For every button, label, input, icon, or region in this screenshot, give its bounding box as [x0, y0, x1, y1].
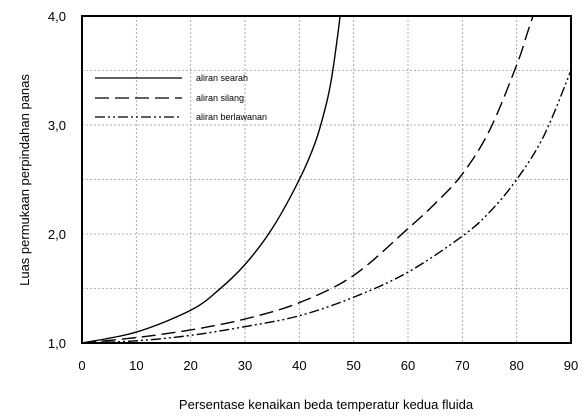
y-tick-label: 1,0: [48, 336, 66, 351]
x-tick-label: 50: [346, 358, 360, 373]
y-tick-label: 2,0: [48, 227, 66, 242]
legend-item: aliran silang: [95, 93, 244, 103]
y-tick-label: 3,0: [48, 118, 66, 133]
x-axis-label: Persentase kenaikan beda temperatur kedu…: [179, 397, 474, 412]
x-tick-labels: 0 10 20 30 40 50 60 70 80 90: [78, 358, 578, 373]
legend-label-aliran-silang: aliran silang: [196, 93, 244, 103]
x-tick-label: 10: [129, 358, 143, 373]
x-tick-label: 0: [78, 358, 85, 373]
y-tick-label: 4,0: [48, 9, 66, 24]
x-tick-label: 90: [564, 358, 578, 373]
x-tick-label: 70: [455, 358, 469, 373]
legend-label-aliran-searah: aliran searah: [196, 73, 248, 83]
series-line-3: [82, 70, 571, 343]
x-tick-label: 60: [401, 358, 415, 373]
legend-label-aliran-berlawanan: aliran berlawanan: [196, 112, 267, 122]
series-layer: [82, 16, 571, 343]
legend: aliran searah aliran silang aliran berla…: [95, 73, 267, 122]
x-tick-label: 20: [183, 358, 197, 373]
x-tick-label: 40: [292, 358, 306, 373]
series-line-1: [82, 16, 341, 343]
legend-item: aliran berlawanan: [95, 112, 267, 122]
y-tick-labels: 1,0 2,0 3,0 4,0: [48, 9, 66, 351]
legend-item: aliran searah: [95, 73, 248, 83]
series-line-2: [82, 16, 534, 343]
x-tick-label: 30: [238, 358, 252, 373]
grid: [82, 16, 571, 343]
x-tick-label: 80: [509, 358, 523, 373]
y-axis-label: Luas permukaan perpindahan panas: [17, 74, 32, 286]
plot-frame: [81, 15, 572, 344]
